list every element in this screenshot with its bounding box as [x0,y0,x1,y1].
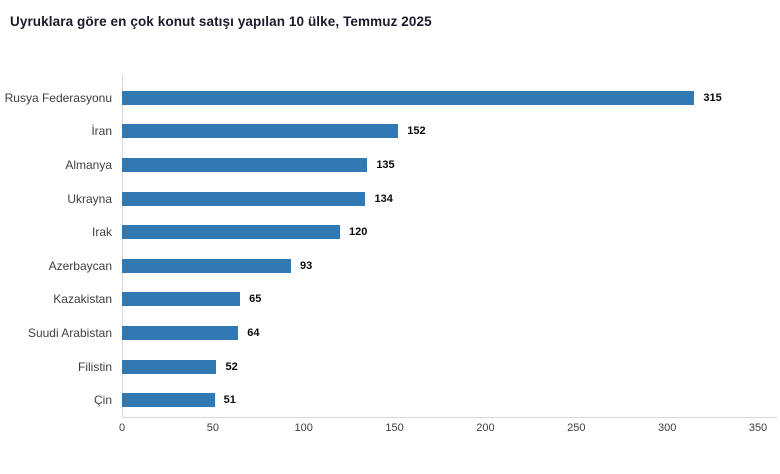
category-label: Kazakistan [53,292,112,307]
chart-title: Uyruklara göre en çok konut satışı yapıl… [10,14,432,29]
x-axis-tick-label: 300 [657,422,677,434]
x-axis-tick-label: 200 [476,422,495,434]
bar[interactable] [122,191,366,206]
bar[interactable] [122,157,368,172]
category-label: Azerbaycan [48,258,112,273]
bar-chart-plot-area: Rusya Federasyonu 315 İran 152 Almanya 135 Ukr… [5,81,758,417]
category-label: Filistin [77,359,112,374]
category-label: Almanya [65,157,112,172]
x-axis-tick-label: 100 [294,422,313,434]
category-label: Çin [93,393,112,408]
x-axis-tick-label: 250 [567,422,586,434]
x-axis-tick-label: 0 [118,422,126,434]
bar[interactable] [122,225,341,240]
value-label: 93 [299,259,313,272]
bar[interactable] [122,90,695,105]
chart-row: Suudi Arabistan 64 [28,316,758,350]
chart-row: Almanya 135 [65,148,758,182]
x-axis-tick-label: 50 [206,422,219,434]
bar[interactable] [122,258,291,273]
category-label: Suudi Arabistan [27,325,112,340]
value-label: 152 [407,125,426,138]
value-label: 51 [223,394,236,407]
category-label: Rusya Federasyonu [4,90,112,105]
bar[interactable] [122,325,239,340]
value-label: 134 [374,192,393,205]
chart-row: Irak 120 [92,215,758,249]
y-axis-line [122,75,123,417]
value-label: 52 [225,360,238,373]
chart-row: Filistin 52 [78,350,758,384]
x-axis-ticks: 0 50 100 150 200 250 300 350 [118,422,767,436]
value-label: 315 [703,91,722,104]
bar[interactable] [122,124,399,139]
x-axis-line [122,417,777,418]
value-label: 135 [376,158,395,171]
chart-row: Kazakistan 65 [53,283,758,317]
chart-row: Azerbaycan 93 [49,249,758,283]
chart-row: İran 152 [91,115,758,149]
value-label: 64 [247,326,260,339]
chart-row: Çin 51 [94,383,758,417]
bar[interactable] [122,359,217,374]
x-axis-tick-label: 150 [385,422,404,434]
x-axis-tick-label: 350 [748,422,768,434]
category-label: İran [91,124,112,139]
bar[interactable] [122,292,241,307]
chart-row: Rusya Federasyonu 315 [5,81,758,115]
category-label: Ukrayna [67,191,112,206]
bar[interactable] [122,393,215,408]
chart-row: Ukrayna 134 [67,182,758,216]
value-label: 120 [349,226,368,239]
value-label: 65 [249,293,262,306]
category-label: Irak [91,225,112,240]
